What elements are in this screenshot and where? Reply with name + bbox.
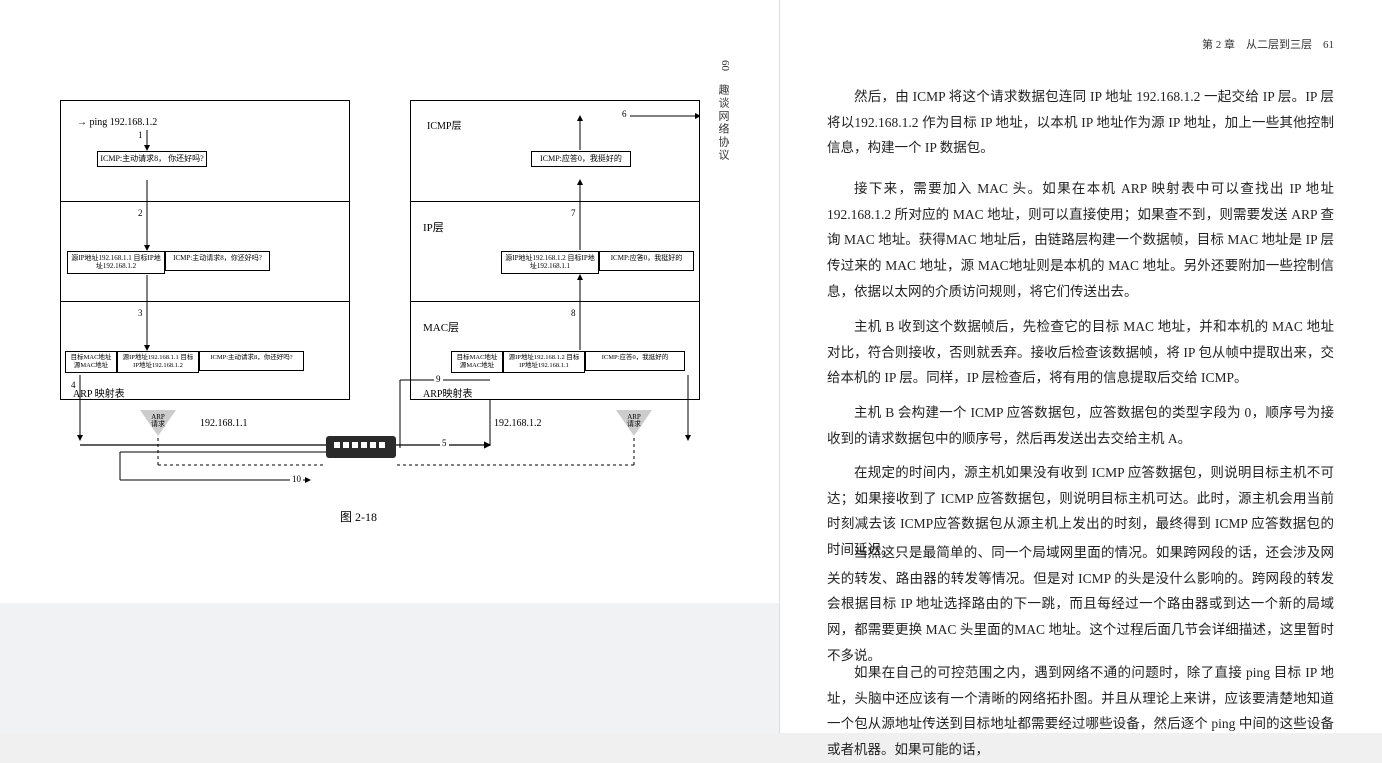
switch-port bbox=[343, 442, 349, 448]
arrow-8: 8 bbox=[569, 308, 578, 318]
right-header: 第 2 章 从二层到三层 61 bbox=[1202, 36, 1334, 52]
hostA-split1 bbox=[61, 201, 349, 202]
network-switch bbox=[326, 436, 396, 458]
hostA-arp-table: ARP 映射表 bbox=[73, 385, 125, 400]
para-1: 然后，由 ICMP 将这个请求数据包连同 IP 地址 192.168.1.2 一… bbox=[827, 84, 1334, 161]
switch-port bbox=[370, 442, 376, 448]
arrow-5: 5 bbox=[440, 438, 449, 448]
hostB-ip: 192.168.1.2 bbox=[494, 418, 542, 429]
para-7: 如果在自己的可控范围之内，遇到网络不通的问题时，除了直接 ping 目标 IP … bbox=[827, 660, 1334, 763]
hostB-ip-label: IP层 bbox=[423, 219, 444, 235]
arrow-6: 6 bbox=[620, 109, 629, 119]
hostB-mac-b: 源IP地址192.168.1.2 目标IP地址192.168.1.1 bbox=[503, 351, 585, 373]
para-6-text: 当然这只是最简单的、同一个局域网里面的情况。如果跨网段的话，还会涉及网关的转发、… bbox=[827, 540, 1334, 668]
hostB-ip-src-dst: 源IP地址192.168.1.2 目标IP地址192.168.1.1 bbox=[501, 251, 599, 274]
hostB-box: ICMP层 ICMP:应答0，我挺好的 IP层 源IP地址192.168.1.2… bbox=[410, 100, 700, 400]
hostA-mac-c: ICMP:主动请求8，你还好吗? bbox=[199, 351, 304, 371]
para-2: 接下来，需要加入 MAC 头。如果在本机 ARP 映射表中可以查找出 IP 地址… bbox=[827, 176, 1334, 304]
hostB-mac-c: ICMP:应答0，我挺好的 bbox=[585, 351, 685, 371]
para-4: 主机 B 会构建一个 ICMP 应答数据包，应答数据包的类型字段为 0，顺序号为… bbox=[827, 400, 1334, 451]
ping-command: → ping 192.168.1.2 bbox=[77, 117, 157, 128]
hostA-ip-src-dst: 源IP地址192.168.1.1 目标IP地址192.168.1.2 bbox=[67, 251, 165, 274]
arrow-10: 10 bbox=[290, 474, 303, 484]
hostB-arp-triangle: ARP 请求 bbox=[616, 410, 652, 436]
left-page-number: 60 bbox=[719, 60, 731, 71]
hostB-mac-a: 目标MAC地址 源MAC地址 bbox=[451, 351, 503, 373]
arrow-1: 1 bbox=[136, 130, 145, 140]
hostB-icmp-box: ICMP:应答0，我挺好的 bbox=[531, 151, 631, 167]
hostA-mac-b: 源IP地址192.168.1.1 目标IP地址192.168.1.2 bbox=[117, 351, 199, 373]
arrow-2: 2 bbox=[136, 208, 145, 218]
arrow-7: 7 bbox=[569, 208, 578, 218]
para-7-text: 如果在自己的可控范围之内，遇到网络不通的问题时，除了直接 ping 目标 IP … bbox=[827, 660, 1334, 763]
hostA-ip: 192.168.1.1 bbox=[200, 418, 248, 429]
para-6: 当然这只是最简单的、同一个局域网里面的情况。如果跨网段的话，还会涉及网关的转发、… bbox=[827, 540, 1334, 668]
left-page: 60 趣谈网络协议 → ping 192.168.1.2 ICMP:主动请求8，… bbox=[0, 0, 780, 733]
switch-port bbox=[361, 442, 367, 448]
hostB-arp-table: ARP映射表 bbox=[423, 385, 472, 400]
hostB-icmp-layer: ICMP层 bbox=[427, 117, 461, 132]
para-2-text: 接下来，需要加入 MAC 头。如果在本机 ARP 映射表中可以查找出 IP 地址… bbox=[827, 176, 1334, 304]
hostB-arp-label: ARP 请求 bbox=[626, 414, 642, 428]
para-3-text: 主机 B 收到这个数据帧后，先检查它的目标 MAC 地址，并和本机的 MAC 地… bbox=[827, 314, 1334, 391]
para-3: 主机 B 收到这个数据帧后，先检查它的目标 MAC 地址，并和本机的 MAC 地… bbox=[827, 314, 1334, 391]
hostB-split1 bbox=[411, 201, 699, 202]
hostA-split2 bbox=[61, 301, 349, 302]
right-page: 第 2 章 从二层到三层 61 然后，由 ICMP 将这个请求数据包连同 IP … bbox=[780, 0, 1382, 733]
arrow-3: 3 bbox=[136, 308, 145, 318]
hostA-arp-label: ARP 请求 bbox=[150, 414, 166, 428]
para-4-text: 主机 B 会构建一个 ICMP 应答数据包，应答数据包的类型字段为 0，顺序号为… bbox=[827, 400, 1334, 451]
switch-port bbox=[334, 442, 340, 448]
hostA-icmp-box: ICMP:主动请求8， 你还好吗? bbox=[97, 151, 207, 167]
figure-2-18-diagram: → ping 192.168.1.2 ICMP:主动请求8， 你还好吗? 源IP… bbox=[60, 100, 680, 520]
left-running-title: 趣谈网络协议 bbox=[715, 84, 731, 162]
hostB-split2 bbox=[411, 301, 699, 302]
left-page-footer-bg bbox=[0, 603, 779, 733]
arrow-4: 4 bbox=[69, 380, 78, 390]
hostA-ip-payload: ICMP:主动请求8，你还好吗? bbox=[165, 251, 270, 271]
figure-caption: 图 2-18 bbox=[340, 508, 377, 525]
hostA-arp-triangle: ARP 请求 bbox=[140, 410, 176, 436]
hostA-box: → ping 192.168.1.2 ICMP:主动请求8， 你还好吗? 源IP… bbox=[60, 100, 350, 400]
para-1-text: 然后，由 ICMP 将这个请求数据包连同 IP 地址 192.168.1.2 一… bbox=[827, 84, 1334, 161]
hostA-mac-a: 目标MAC地址 源MAC地址 bbox=[65, 351, 117, 373]
hostB-mac-label: MAC层 bbox=[423, 319, 459, 335]
switch-port bbox=[379, 442, 385, 448]
switch-port bbox=[352, 442, 358, 448]
hostB-ip-payload: ICMP:应答0，我挺好的 bbox=[599, 251, 694, 271]
arrow-9: 9 bbox=[434, 374, 443, 384]
